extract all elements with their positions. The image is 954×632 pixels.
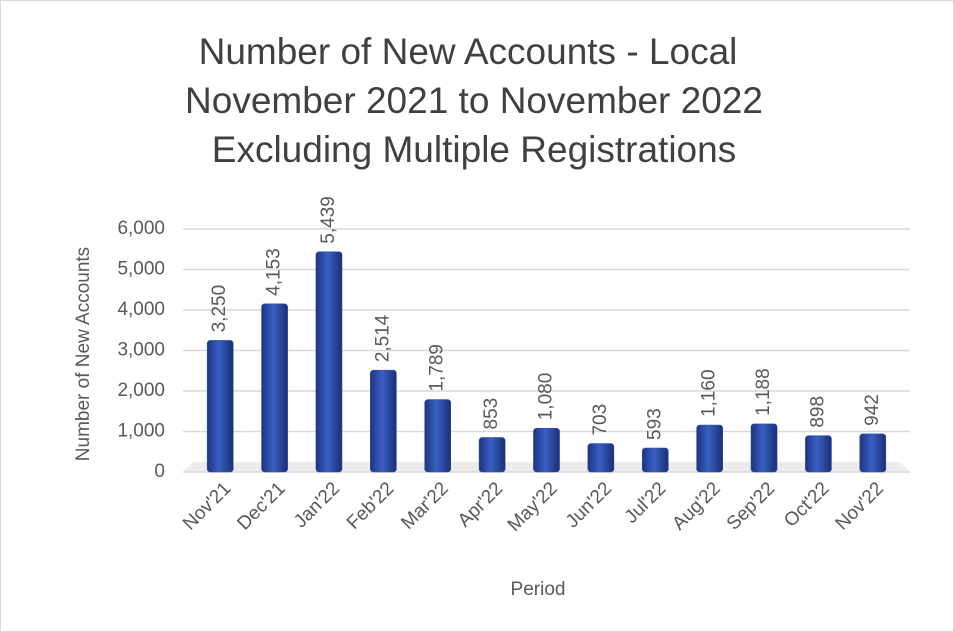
data-label: 1,789 <box>427 344 448 392</box>
chart-title: November 2021 to November 2022 <box>185 80 763 121</box>
data-label: 898 <box>807 396 828 428</box>
y-tick-label: 4,000 <box>117 299 165 320</box>
bar <box>696 424 723 473</box>
y-tick-label: 5,000 <box>117 259 165 280</box>
bar <box>261 303 288 473</box>
data-label: 853 <box>481 398 502 430</box>
y-tick-label: 6,000 <box>117 218 165 239</box>
bar <box>206 340 234 473</box>
bar <box>587 443 615 473</box>
bar <box>641 447 669 473</box>
data-label: 2,514 <box>372 314 393 362</box>
bar <box>478 437 506 473</box>
y-tick-label: 0 <box>154 461 165 482</box>
data-label: 3,250 <box>209 285 230 333</box>
y-tick-label: 1,000 <box>117 421 165 442</box>
bar <box>805 435 832 473</box>
bar <box>533 428 560 473</box>
data-label: 1,080 <box>536 373 557 421</box>
data-label: 593 <box>644 408 665 440</box>
bar <box>859 433 887 473</box>
chart-title: Number of New Accounts - Local <box>199 31 738 72</box>
data-label: 4,153 <box>264 248 285 296</box>
data-label: 703 <box>590 404 611 436</box>
bar <box>424 399 452 473</box>
data-label: 942 <box>862 394 883 426</box>
bar <box>315 251 343 473</box>
y-axis-label: Number of New Accounts <box>73 247 94 461</box>
data-label: 5,439 <box>318 196 339 244</box>
y-tick-label: 2,000 <box>117 380 165 401</box>
data-label: 1,188 <box>753 368 774 416</box>
bar <box>750 423 778 473</box>
x-axis-label: Period <box>511 579 566 600</box>
data-label: 1,160 <box>699 369 720 417</box>
bar <box>370 369 397 473</box>
y-tick-label: 3,000 <box>117 340 165 361</box>
chart-title: Excluding Multiple Registrations <box>212 129 736 170</box>
